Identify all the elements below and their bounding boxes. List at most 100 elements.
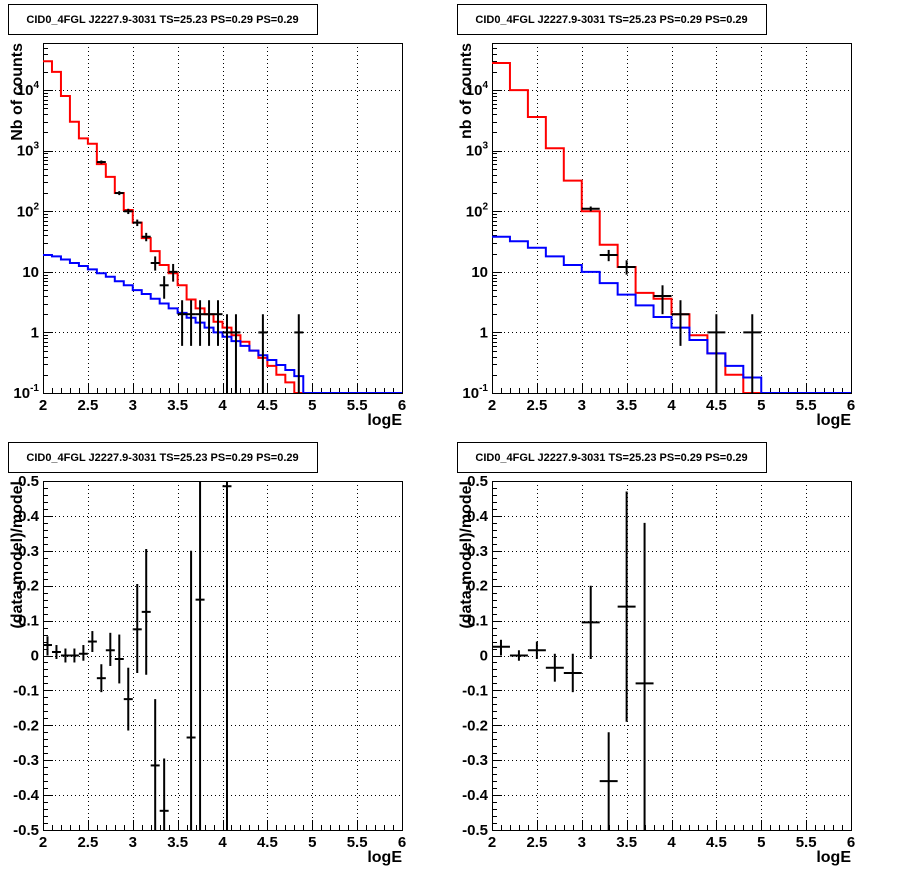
y-tick-base: 1 (480, 324, 488, 341)
data-point (96, 160, 106, 164)
x-tick-label: 3 (129, 397, 137, 414)
data-point (195, 300, 205, 346)
y-tick-base: 10 (466, 143, 483, 160)
x-tick-label: 2 (39, 397, 47, 414)
y-tick-label: 0.5 (467, 473, 488, 490)
data-point (231, 314, 241, 393)
title-box (457, 4, 767, 35)
panel-top-right: CID0_4FGL J2227.9-3031 TS=25.23 PS=0.29 … (457, 4, 855, 429)
y-tick-base: 10 (17, 203, 34, 220)
ticks (492, 481, 852, 831)
y-tick-label: 10 (471, 264, 488, 281)
y-tick-label: -0.1 (462, 682, 488, 699)
y-tick-label: -0.4 (13, 787, 40, 804)
data-point (43, 636, 52, 656)
y-tick-label: 0.5 (18, 473, 39, 490)
y-tick-base: 10 (462, 385, 479, 402)
data-point (653, 285, 672, 315)
x-tick-label: 6 (847, 834, 855, 851)
data-point (563, 653, 582, 693)
data-point (96, 664, 106, 693)
data-point (599, 732, 618, 830)
y-tick-exponent: 2 (482, 201, 488, 212)
y-tick-base: 10 (22, 264, 39, 281)
y-axis-label: (data-model)/model (458, 481, 475, 629)
data-point (51, 645, 61, 659)
y-tick-label: 0.3 (467, 543, 488, 560)
y-tick-exponent: 2 (33, 201, 39, 212)
x-axis-label: logE (367, 849, 402, 866)
y-axis-label: Nb of counts (9, 43, 26, 141)
data-point (141, 232, 151, 242)
x-tick-label: 3.5 (616, 397, 637, 414)
ticks (492, 43, 852, 394)
data-point (141, 549, 151, 675)
y-tick-label: 0 (480, 648, 488, 665)
data-point (186, 300, 196, 346)
y-tick-label: -0.3 (462, 752, 488, 769)
data-point (213, 300, 223, 346)
data-point (492, 639, 510, 656)
chart-title: CID0_4FGL J2227.9-3031 TS=25.23 PS=0.29 … (26, 14, 298, 26)
y-tick-exponent: -1 (30, 383, 39, 394)
y-tick-label: -0.5 (13, 822, 39, 839)
y-tick-label: 0.1 (467, 613, 488, 630)
x-tick-label: 5.5 (796, 397, 817, 414)
y-tick-label: -0.4 (462, 787, 489, 804)
data-point (545, 653, 564, 682)
title-box (8, 442, 318, 473)
data-layer (492, 491, 654, 830)
data-point (527, 641, 546, 659)
background-model-line (492, 235, 851, 393)
data-layer (43, 481, 232, 830)
y-tick-label: 0.2 (18, 578, 39, 595)
y-tick-label: 0.4 (467, 508, 489, 525)
data-point (177, 300, 187, 346)
data-point (114, 634, 124, 684)
y-tick-label: 104 (17, 80, 40, 99)
x-tick-label: 2.5 (77, 397, 98, 414)
data-point (222, 314, 232, 393)
data-point (671, 300, 690, 346)
data-point (132, 219, 142, 227)
y-tick-label: 1 (480, 324, 488, 341)
y-tick-base: 10 (17, 82, 34, 99)
y-tick-base: 10 (13, 385, 30, 402)
x-tick-label: 3.5 (616, 834, 637, 851)
data-point (635, 522, 654, 830)
data-point (123, 667, 133, 731)
y-tick-label: 104 (466, 80, 489, 99)
chart-title: CID0_4FGL J2227.9-3031 TS=25.23 PS=0.29 … (475, 452, 747, 464)
data-point (123, 208, 133, 215)
y-tick-base: 10 (466, 82, 483, 99)
data-point (509, 650, 528, 661)
y-tick-label: 102 (17, 201, 40, 220)
y-tick-label: -0.2 (462, 717, 488, 734)
x-tick-label: 4 (218, 834, 227, 851)
x-tick-label: 2 (39, 834, 47, 851)
data-layer (43, 60, 402, 393)
x-tick-label: 3.5 (167, 397, 188, 414)
x-tick-label: 2 (488, 397, 496, 414)
y-tick-label: 10-1 (462, 383, 488, 402)
y-tick-exponent: 3 (482, 141, 488, 152)
data-point (150, 699, 160, 830)
y-axis-label: nb of counts (458, 43, 475, 139)
x-tick-label: 6 (847, 397, 855, 414)
x-axis-label: logE (816, 412, 851, 429)
y-tick-label: 0 (31, 648, 39, 665)
data-point (60, 648, 70, 663)
y-tick-label: 0.4 (18, 508, 40, 525)
title-box (8, 4, 318, 35)
data-point (222, 481, 232, 830)
x-tick-label: 2.5 (526, 397, 547, 414)
data-point (581, 585, 600, 659)
data-point (599, 249, 618, 262)
x-tick-label: 3.5 (167, 834, 188, 851)
data-point (159, 276, 169, 299)
y-tick-label: -0.3 (13, 752, 39, 769)
data-point (195, 481, 205, 830)
y-tick-label: 0.2 (467, 578, 488, 595)
grid (492, 43, 851, 393)
x-tick-label: 5.5 (796, 834, 817, 851)
